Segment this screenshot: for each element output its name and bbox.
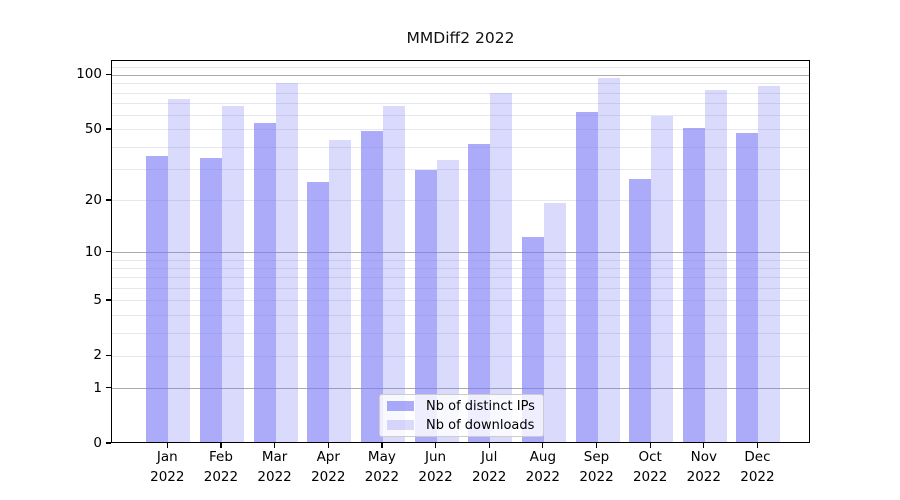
- y-gridline-minor: [112, 277, 809, 279]
- x-tick-label: Mar 2022: [257, 449, 292, 485]
- y-tick-mark: [106, 250, 111, 253]
- legend-swatch-downloads-icon: [387, 420, 414, 430]
- x-tick-label: Jun 2022: [418, 449, 453, 485]
- x-tick-label: Aug 2022: [525, 449, 561, 485]
- y-gridline-minor: [112, 67, 809, 69]
- x-tick-mark: [166, 443, 168, 448]
- y-gridline-minor: [112, 103, 809, 105]
- x-tick-mark: [273, 443, 276, 448]
- y-tick-label: 0: [93, 435, 102, 451]
- y-gridline-minor: [112, 332, 809, 334]
- bar-downloads: [490, 93, 513, 442]
- x-tick-mark: [703, 443, 705, 448]
- bar-downloads: [704, 90, 727, 442]
- x-tick-mark: [649, 443, 651, 448]
- bar-downloads: [597, 78, 620, 442]
- x-tick-mark: [327, 443, 329, 448]
- x-tick-label: Jul 2022: [472, 449, 507, 485]
- legend: Nb of distinct IPs Nb of downloads: [379, 394, 544, 437]
- y-tick-mark: [106, 354, 111, 356]
- y-gridline-minor: [112, 300, 809, 302]
- y-tick-label: 2: [93, 347, 102, 364]
- x-tick-mark: [434, 443, 437, 448]
- plot-area: Nb of distinct IPs Nb of downloads: [111, 60, 810, 443]
- x-tick-label: Nov 2022: [686, 449, 721, 485]
- y-tick-mark: [106, 386, 111, 389]
- bar-downloads: [168, 99, 191, 442]
- y-gridline-major: [112, 388, 809, 390]
- y-tick-mark: [106, 299, 111, 301]
- x-tick-mark: [220, 443, 222, 448]
- chart-title: MMDiff2 2022: [406, 29, 515, 47]
- bar-distinct-ips: [575, 112, 598, 442]
- bar-distinct-ips: [521, 237, 544, 442]
- bar-distinct-ips: [629, 178, 652, 442]
- x-tick-label: Feb 2022: [203, 449, 239, 485]
- y-tick-mark: [106, 199, 111, 201]
- y-gridline-minor: [112, 200, 809, 202]
- y-gridline-minor: [112, 146, 809, 148]
- bar-distinct-ips: [682, 128, 705, 442]
- y-tick-label: 1: [93, 379, 102, 396]
- y-gridline-minor: [112, 83, 809, 85]
- y-gridline-minor: [112, 355, 809, 357]
- y-gridline-major: [112, 252, 809, 253]
- bar-downloads: [275, 82, 298, 442]
- x-tick-label: May 2022: [364, 449, 400, 485]
- x-tick-mark: [381, 443, 383, 448]
- y-gridline-minor: [112, 169, 809, 171]
- y-gridline-minor: [112, 129, 809, 131]
- bar-downloads: [651, 116, 674, 442]
- legend-item: Nb of distinct IPs: [387, 398, 536, 414]
- bar-downloads: [436, 160, 459, 442]
- y-tick-label: 20: [84, 191, 102, 208]
- y-tick-label: 10: [84, 243, 102, 260]
- legend-label: Nb of downloads: [426, 417, 535, 433]
- bar-distinct-ips: [307, 181, 330, 442]
- y-gridline-minor: [112, 92, 809, 94]
- legend-item: Nb of downloads: [387, 417, 536, 433]
- y-gridline-minor: [112, 115, 809, 117]
- y-gridline-minor: [112, 259, 809, 261]
- x-tick-mark: [488, 443, 490, 448]
- y-tick-mark: [106, 128, 111, 130]
- bar-downloads: [543, 202, 566, 442]
- bar-distinct-ips: [253, 123, 276, 442]
- x-tick-label: Apr 2022: [311, 449, 346, 485]
- y-tick-mark: [106, 442, 111, 444]
- y-gridline-minor: [112, 268, 809, 270]
- legend-label: Nb of distinct IPs: [426, 398, 535, 414]
- bar-distinct-ips: [199, 158, 222, 442]
- bar-downloads: [329, 139, 352, 442]
- legend-swatch-distinct-ips-icon: [387, 401, 414, 411]
- y-tick-label: 50: [84, 120, 102, 137]
- y-tick-mark: [106, 73, 111, 76]
- x-tick-mark: [756, 443, 759, 448]
- bar-distinct-ips: [468, 143, 491, 442]
- bar-distinct-ips: [736, 132, 759, 442]
- bar-downloads: [758, 86, 781, 442]
- bar-downloads: [221, 106, 244, 442]
- bar-downloads: [382, 106, 405, 442]
- y-tick-label: 5: [93, 291, 102, 308]
- y-gridline-major: [112, 74, 809, 76]
- x-tick-label: Sep 2022: [579, 449, 614, 485]
- x-tick-mark: [595, 443, 598, 448]
- bar-distinct-ips: [414, 170, 437, 442]
- x-tick-mark: [542, 443, 544, 448]
- bar-distinct-ips: [360, 131, 383, 442]
- x-tick-label: Oct 2022: [632, 449, 668, 485]
- y-gridline-minor: [112, 288, 809, 290]
- x-tick-label: Dec 2022: [740, 449, 775, 485]
- y-gridline-minor: [112, 314, 809, 316]
- y-tick-label: 100: [76, 66, 102, 83]
- x-tick-label: Jan 2022: [150, 449, 185, 485]
- bar-distinct-ips: [146, 155, 169, 442]
